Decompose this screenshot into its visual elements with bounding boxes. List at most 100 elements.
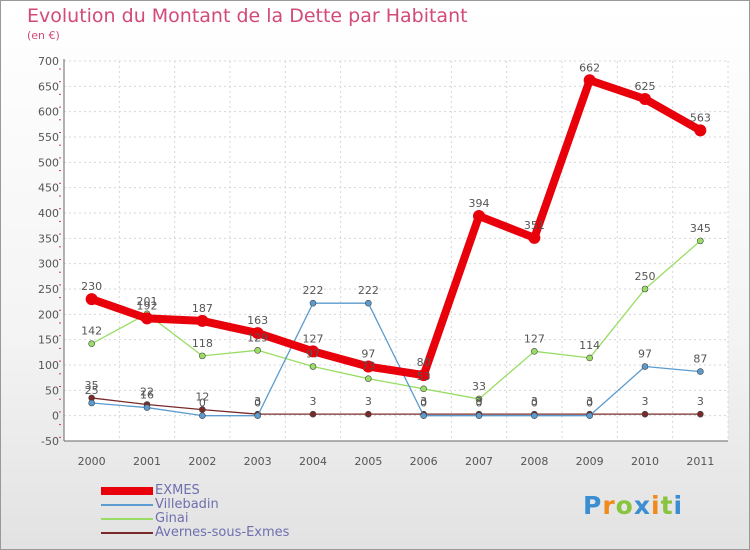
series-line-1 [91,302,701,417]
y-tick-label: 450 [38,182,59,195]
y-tick-label: 700 [38,55,59,68]
data-point [475,412,483,419]
proxiti-logo: Proxiti [583,491,683,520]
legend-item-villebadin: Villebadin [101,498,289,512]
data-label: 80 [417,356,431,369]
data-label: 345 [690,222,711,235]
data-point-exmes [583,74,596,87]
data-point-exmes [528,231,541,244]
data-label: 625 [635,80,656,93]
y-tick-label: 400 [38,207,59,220]
data-label: 0 [476,397,483,410]
data-point-exmes [85,293,98,306]
data-point [586,412,593,419]
data-label: 3 [586,395,593,408]
x-tick-label: 2006 [410,455,438,468]
data-point [586,354,593,362]
data-point [88,340,95,348]
data-label: 0 [586,397,593,410]
data-point [697,410,704,418]
logo-letter: o [615,491,634,520]
data-point [475,395,483,403]
series-line-0 [87,76,705,380]
logo-letter: x [633,491,651,520]
data-point-exmes [694,124,707,137]
legend-label-villebadin: Villebadin [155,497,219,512]
y-tick-label: 550 [38,131,59,144]
data-label: 35 [85,379,99,392]
legend-swatch-villebadin [101,504,153,506]
data-point-exmes [251,327,264,340]
data-label: 187 [192,302,213,315]
legend-swatch-avernes [101,532,153,534]
legend-label-ginai: Ginai [155,511,189,526]
legend-item-avernes: Avernes-sous-Exmes [101,526,289,540]
data-label: 0 [199,397,206,410]
series-line-3 [91,397,701,415]
y-tick-label: 200 [38,308,59,321]
legend: EXMES Villebadin Ginai Avernes-sous-Exme… [101,484,289,540]
data-point [641,285,649,293]
data-label: 0 [531,397,538,410]
data-label: 97 [638,348,652,361]
x-tick-label: 2003 [244,455,272,468]
y-tick-label: 600 [38,106,59,119]
data-label: 222 [358,284,379,297]
data-label: 163 [247,314,268,327]
x-tick-label: 2010 [631,455,659,468]
data-label: 114 [579,339,600,352]
data-label: 222 [303,284,324,297]
data-label: 97 [306,348,320,361]
data-point [199,352,206,360]
x-tick-label: 2009 [576,455,604,468]
logo-letter: r [602,491,616,520]
data-point [143,404,151,411]
data-label: 3 [531,395,538,408]
x-tick-label: 2005 [354,455,382,468]
data-point [365,299,372,307]
data-point-exmes [639,93,651,105]
logo-letter: P [583,491,603,520]
data-point [254,412,261,419]
data-point [697,237,704,245]
x-tick-label: 2001 [133,455,161,468]
logo-letter: t [660,491,674,520]
data-label: 394 [469,197,490,210]
data-label: 3 [365,395,372,408]
legend-item-exmes: EXMES [101,484,289,498]
data-label: 73 [361,360,375,373]
y-tick-label: 500 [38,156,59,169]
x-tick-label: 2007 [465,455,493,468]
y-tick-label: 50 [45,384,59,397]
y-tick-label: 150 [38,334,59,347]
y-tick-label: 0 [52,410,59,423]
data-point [365,375,372,382]
chart-title: Evolution du Montant de la Dette par Hab… [27,5,468,27]
legend-label-avernes: Avernes-sous-Exmes [155,525,290,540]
data-point [309,410,317,418]
data-label: 22 [140,386,154,399]
x-tick-label: 2011 [686,455,714,468]
logo-letter: i [673,491,684,520]
data-label: 127 [303,332,324,345]
data-point [199,412,206,419]
data-point [420,412,427,419]
data-point [309,363,317,370]
data-label: 662 [579,61,600,74]
x-tick-label: 2004 [299,455,327,468]
data-label: 12 [195,391,209,404]
data-label: 0 [420,397,427,410]
data-label: 201 [137,295,158,308]
data-point [641,363,649,370]
data-label: 16 [140,389,154,402]
data-point-exmes [307,345,319,358]
data-label: 129 [247,331,268,344]
x-tick-label: 2008 [520,455,548,468]
data-label: 3 [254,395,261,408]
data-point-exmes [473,210,485,223]
data-point [365,410,372,418]
data-label: 142 [81,325,102,338]
data-point [531,348,538,355]
